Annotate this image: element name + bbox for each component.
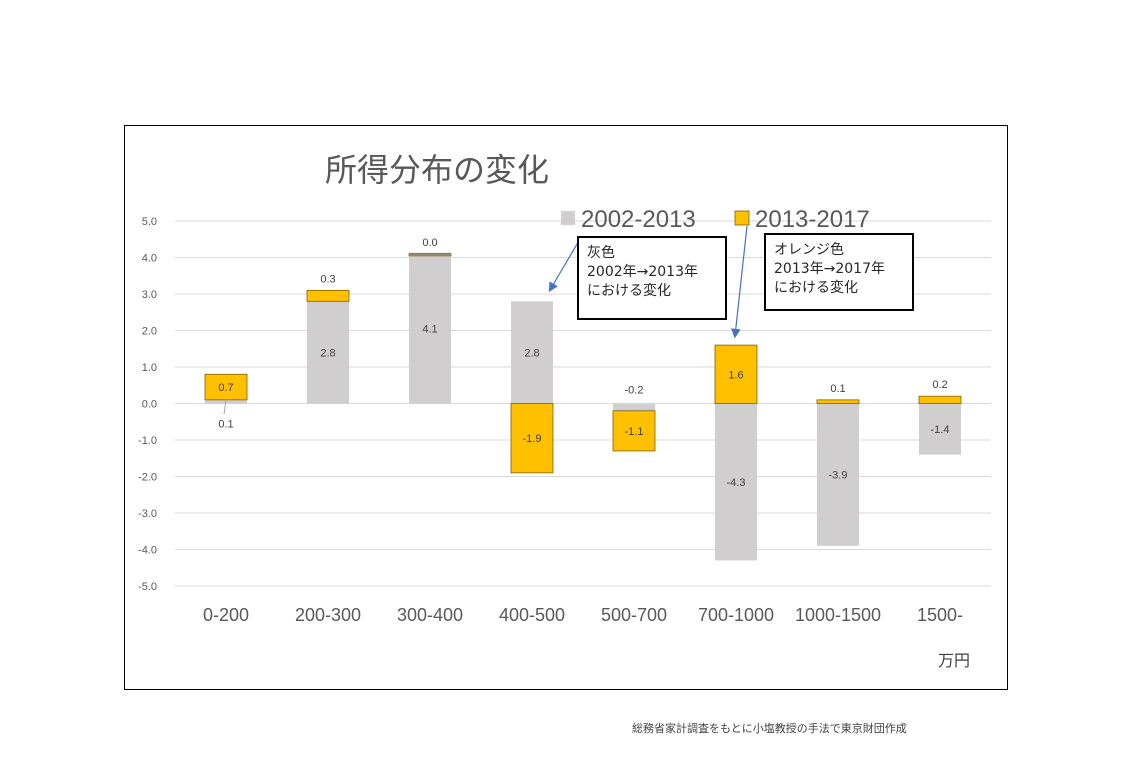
- bar-2002-2013: [919, 403, 961, 455]
- callout-orange-line-2: 2013年→2017年: [774, 261, 885, 277]
- bar-2013-2017: [204, 373, 248, 401]
- legend-swatch-2013-2017: [734, 210, 750, 226]
- legend-label-2002-2013: 2002-2013: [581, 206, 696, 233]
- y-tick-label: -2.0: [138, 472, 157, 484]
- x-category-label: 700-1000: [698, 605, 774, 625]
- callout-gray-line-2: 2002年→2013年: [587, 264, 698, 280]
- callout-arrow-orange: [731, 225, 748, 339]
- legend-swatch-2002-2013: [561, 211, 575, 225]
- data-label-2002-2013: 2.8: [524, 347, 539, 359]
- x-category-label: 300-400: [397, 605, 463, 625]
- chart-frame: 所得分布の変化 5.0 4.0 3.0 2.0 1.0 0.0 -1.0 -2.0 -3.0 -4.…: [124, 125, 1008, 690]
- y-tick-label: 3.0: [142, 289, 157, 301]
- bar-2013-2017: [714, 344, 758, 404]
- data-label-2002-2013: -0.2: [625, 385, 644, 397]
- x-category-label: 1500-: [917, 605, 963, 625]
- x-category-label: 200-300: [295, 605, 361, 625]
- data-label-leader: [223, 399, 227, 415]
- data-label-2002-2013: 2.8: [320, 347, 335, 359]
- y-tick-label: 4.0: [142, 253, 157, 265]
- source-note: 総務省家計調査をもとに小塩教授の手法で東京財団作成: [632, 722, 907, 735]
- callout-gray: 灰色 2002年→2013年 における変化: [577, 236, 727, 320]
- data-label-2013-2017: -1.1: [625, 426, 644, 438]
- data-label-2013-2017: 0.7: [218, 382, 233, 394]
- bar-2013-2017: [306, 289, 350, 302]
- y-tick-label: 2.0: [142, 326, 157, 338]
- data-label-2013-2017: 0.3: [320, 273, 335, 285]
- callout-orange-line-3: における変化: [774, 280, 858, 296]
- data-label-2002-2013: 0.1: [218, 419, 233, 431]
- x-unit-label: 万円: [938, 651, 970, 670]
- data-label-2002-2013: 4.1: [422, 324, 437, 336]
- data-label-2013-2017: 0.1: [830, 383, 845, 395]
- bar-2002-2013: [715, 403, 757, 561]
- callout-gray-line-1: 灰色: [587, 245, 615, 261]
- y-tick-label: -4.0: [138, 545, 157, 557]
- callout-gray-line-3: における変化: [587, 283, 671, 299]
- bar-2013-2017: [816, 399, 860, 404]
- chart-title: 所得分布の変化: [325, 151, 549, 189]
- bar-2013-2017: [918, 395, 962, 404]
- data-label-2013-2017: 0.2: [932, 379, 947, 391]
- bar-2002-2013: [613, 403, 655, 411]
- y-tick-label: -1.0: [138, 435, 157, 447]
- callout-orange: オレンジ色 2013年→2017年 における変化: [764, 233, 914, 311]
- legend-label-2013-2017: 2013-2017: [755, 206, 870, 233]
- bar-2002-2013: [817, 403, 859, 546]
- x-category-label: 400-500: [499, 605, 565, 625]
- data-label-2002-2013: -1.4: [931, 424, 950, 436]
- bar-2013-2017: [510, 403, 554, 474]
- bar-2002-2013: [511, 301, 553, 404]
- bar-2013-2017: [612, 410, 656, 452]
- y-tick-label: 5.0: [142, 216, 157, 228]
- y-tick-label: -3.0: [138, 508, 157, 520]
- data-label-2002-2013: -4.3: [727, 477, 746, 489]
- x-category-label: 500-700: [601, 605, 667, 625]
- income-distribution-chart: 所得分布の変化 5.0 4.0 3.0 2.0 1.0 0.0 -1.0 -2.0 -3.0 -4.…: [138, 151, 991, 670]
- y-tick-label: 1.0: [142, 362, 157, 374]
- bar-2013-2017: [409, 252, 451, 255]
- y-tick-label: 0.0: [142, 399, 157, 411]
- bar-2002-2013: [409, 253, 451, 404]
- callout-arrow-gray: [548, 238, 581, 293]
- y-tick-label: -5.0: [138, 581, 157, 593]
- bar-2002-2013: [307, 301, 349, 404]
- callout-orange-line-1: オレンジ色: [774, 242, 844, 258]
- data-label-2002-2013: -3.9: [829, 470, 848, 482]
- data-label-2013-2017: 1.6: [728, 369, 743, 381]
- x-category-label: 1000-1500: [795, 605, 881, 625]
- data-label-2013-2017: -1.9: [523, 433, 542, 445]
- x-category-label: 0-200: [203, 605, 249, 625]
- data-label-2013-2017: 0.0: [422, 237, 437, 249]
